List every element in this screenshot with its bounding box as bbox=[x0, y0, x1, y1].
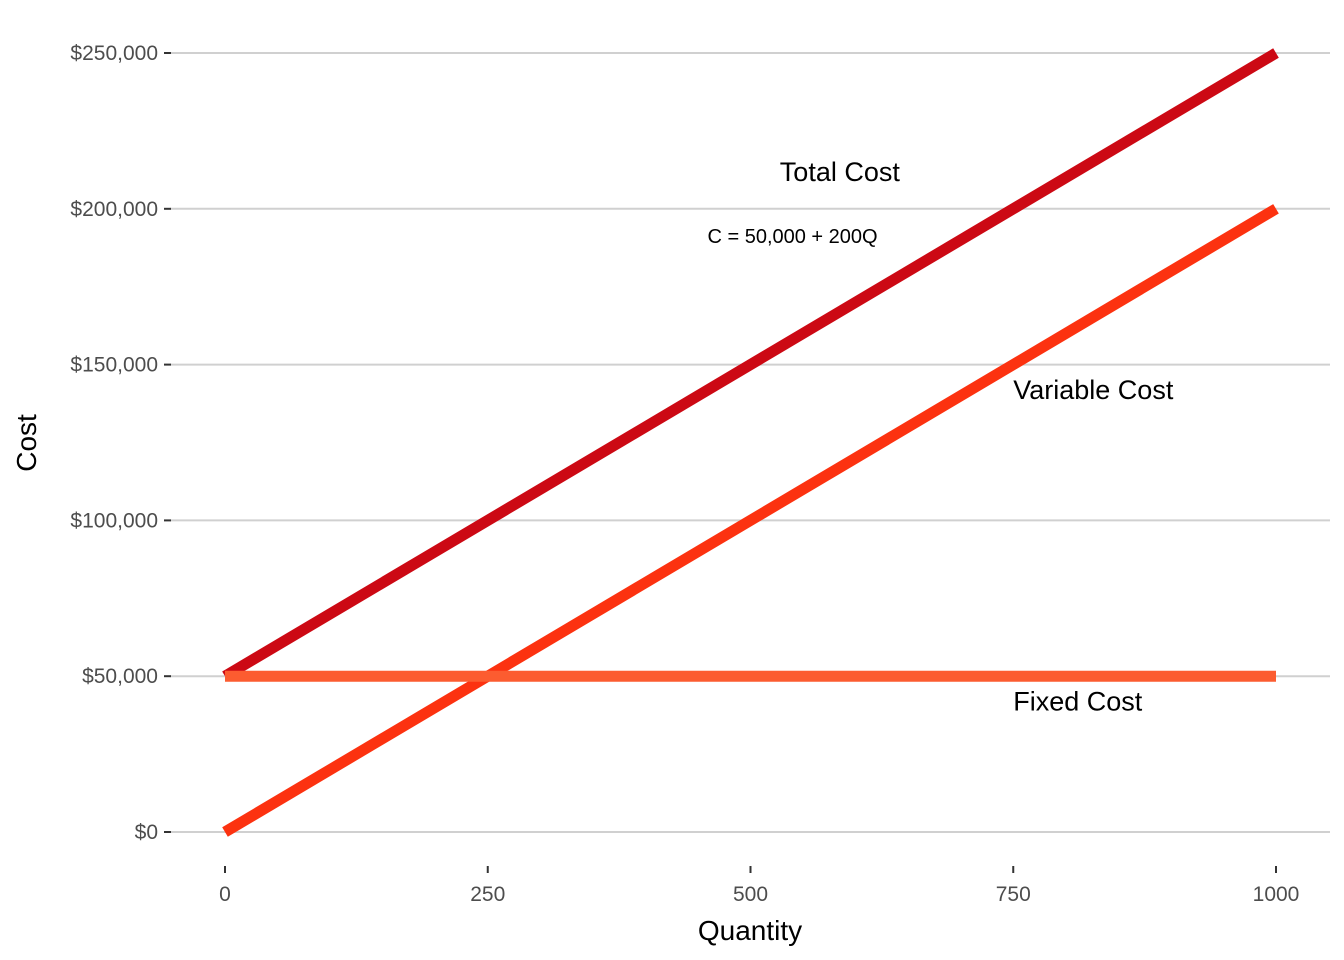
x-tick-label: 500 bbox=[733, 883, 768, 906]
y-tick-label: $150,000 bbox=[70, 354, 158, 377]
x-tick-label: 0 bbox=[219, 883, 231, 906]
axis-layer: $0 $50,000 $100,000 $150,000 $200,000 $250,00… bbox=[70, 42, 1299, 906]
y-axis-title: Cost bbox=[11, 414, 42, 472]
variable-cost-line bbox=[222, 204, 1279, 837]
x-tick-label: 250 bbox=[470, 883, 505, 906]
x-tick-label: 750 bbox=[996, 883, 1031, 906]
series-layer bbox=[222, 48, 1279, 837]
variable-cost-label: Variable Cost bbox=[1013, 375, 1174, 405]
x-tick-label: 1000 bbox=[1253, 883, 1300, 906]
fixed-cost-label: Fixed Cost bbox=[1013, 686, 1143, 716]
label-layer: Total Cost C = 50,000 + 200Q Variable Cost… bbox=[707, 157, 1173, 717]
equation-annotation: C = 50,000 + 200Q bbox=[707, 226, 877, 248]
grid-layer bbox=[170, 52, 1330, 833]
total-cost-label: Total Cost bbox=[780, 157, 901, 187]
y-tick-label: $250,000 bbox=[70, 42, 158, 65]
y-tick-label: $200,000 bbox=[70, 198, 158, 221]
total-cost-line bbox=[222, 48, 1279, 681]
y-tick-label: $0 bbox=[135, 821, 158, 844]
x-axis-title: Quantity bbox=[698, 915, 802, 946]
y-tick-label: $50,000 bbox=[82, 665, 158, 688]
y-tick-label: $100,000 bbox=[70, 509, 158, 532]
